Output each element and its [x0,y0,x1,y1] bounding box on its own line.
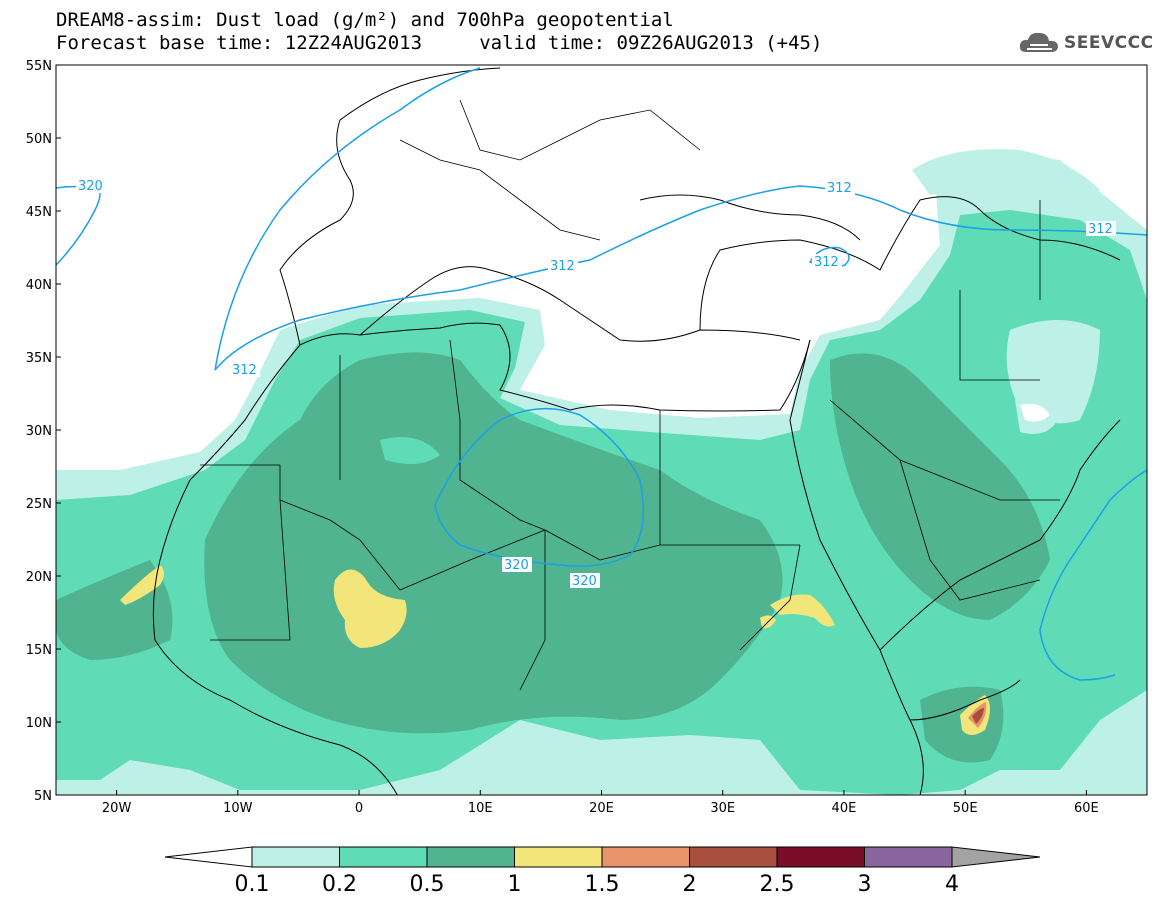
contour-label: 312 [827,181,852,196]
colorbar-label: 1.5 [584,872,620,897]
lon-tick-label: 0 [355,801,363,816]
map-plot-area: 320 312 312 312 312 312 320 320 [56,65,1147,795]
colorbar-box [514,846,603,868]
lat-tick-label: 45N [26,205,52,220]
contour-label: 320 [78,179,103,194]
contour-label: 312 [550,259,575,274]
contour-labels: 320 312 312 312 312 312 320 320 [76,178,1116,589]
dust-band-1-mali [333,569,407,648]
colorbar-label: 0.2 [322,872,357,897]
colorbar-boxes [251,846,953,868]
lon-tick-label: 30E [710,801,735,816]
colorbar-box [776,846,865,868]
contour-label: 312 [1088,222,1113,237]
contour-label: 312 [232,363,257,378]
lat-tick-label: 30N [26,424,52,439]
lat-tick-label: 50N [26,132,52,147]
contour-label: 320 [504,558,529,573]
country-borders [200,99,1060,691]
lat-tick-label: 5N [34,789,52,804]
contour-312-main [214,185,1147,371]
contour-label: 312 [814,255,839,270]
map-title: DREAM8-assim: Dust load (g/m²) and 700hP… [56,9,674,31]
colorbar-box [601,846,690,868]
colorbar-label: 4 [945,872,959,897]
lat-tick-label: 20N [26,570,52,585]
dust-band-0.2-hole [380,437,440,464]
colorbar-low-arrow [164,846,253,868]
contour-312-north [214,67,481,371]
lat-tick-label: 15N [26,643,52,658]
lat-tick-label: 35N [26,351,52,366]
colorbar-label: 0.1 [234,872,270,897]
lon-tick-label: 20E [589,801,614,816]
lon-tick-label: 20W [102,801,132,816]
colorbar-high-arrow [951,846,1041,868]
logo-text: SEEVCCC [1064,33,1154,53]
lon-tick-label: 60E [1074,801,1099,816]
lat-tick-label: 40N [26,278,52,293]
coastlines [152,67,1121,795]
dust-hole-sea-white [1020,403,1050,422]
lat-tick-label: 10N [26,716,52,731]
dust-band-0.1-north [912,149,1100,200]
lon-tick-label: 10E [468,801,493,816]
colorbar-label: 3 [857,872,872,897]
lat-tick-label: 55N [26,59,52,74]
contour-312-arabia [1039,469,1147,681]
dust-field [56,149,1147,795]
colorbar-label: 2.5 [759,872,795,897]
colorbar-box [426,846,515,868]
contour-label: 320 [572,574,597,589]
dust-band-1-ethiopia [770,594,835,627]
cloud-icon [1019,32,1058,52]
longitude-axis: 20W 10W 0 10E 20E 30E 40E 50E 60E [102,790,1099,816]
colorbar-box [864,846,953,868]
lon-tick-label: 10W [223,801,253,816]
dust-band-2-somalia [972,708,984,724]
colorbar [164,846,1041,868]
colorbar-label: 1 [507,872,522,897]
lat-tick-label: 25N [26,497,52,512]
contour-320-sahara [434,407,645,567]
colorbar-box [689,846,778,868]
latitude-axis: 5N 10N 15N 20N 25N 30N 35N 40N 45N 50N 55N [26,59,61,804]
colorbar-box [251,846,340,868]
dust-band-0.5-arabia [830,353,1050,620]
colorbar-label: 0.5 [409,872,445,897]
colorbar-box [339,846,428,868]
forecast-time-line: Forecast base time: 12Z24AUG2013 valid t… [56,32,823,54]
seevccc-logo: SEEVCCC [1018,30,1154,56]
colorbar-label: 2 [682,872,697,897]
dust-band-1-mauritania [120,565,164,605]
lon-tick-label: 50E [953,801,978,816]
lon-tick-label: 40E [832,801,857,816]
